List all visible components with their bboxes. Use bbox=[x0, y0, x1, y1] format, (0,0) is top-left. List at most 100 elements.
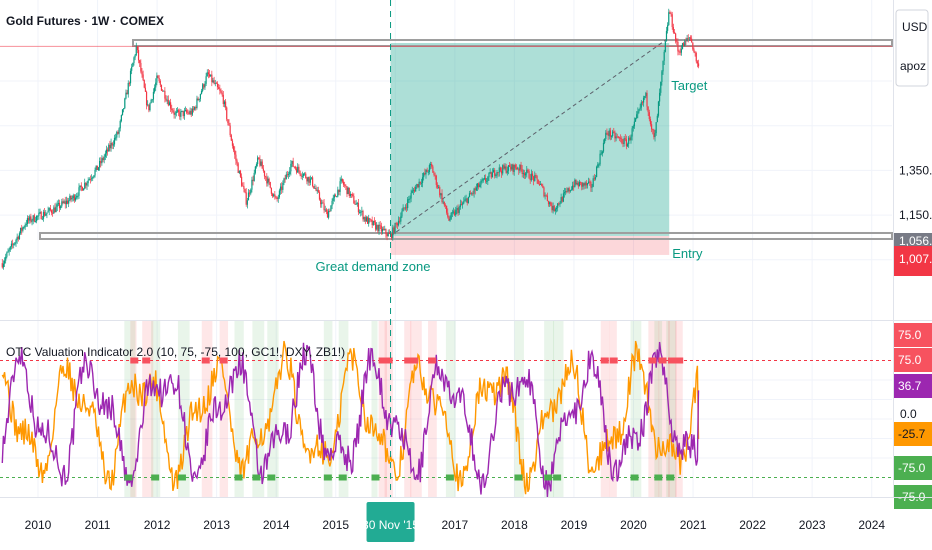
candle-body bbox=[450, 212, 452, 219]
candle-body bbox=[39, 212, 41, 213]
candle-body bbox=[607, 133, 609, 136]
candle-body bbox=[662, 60, 664, 72]
candle-body bbox=[295, 168, 298, 173]
candle-body bbox=[475, 187, 477, 191]
candle-body bbox=[403, 207, 405, 209]
candle-body bbox=[255, 164, 258, 167]
entry-label: Entry bbox=[672, 246, 703, 261]
indicator-pane[interactable]: OTC Valuation Indicator 2.0 (10, 75, -75… bbox=[0, 321, 892, 498]
candle-body bbox=[424, 173, 426, 175]
candle-body bbox=[286, 174, 289, 176]
candle-body bbox=[683, 43, 685, 47]
candle-body bbox=[531, 173, 534, 177]
candle-body bbox=[495, 175, 497, 177]
candle-body bbox=[13, 244, 15, 246]
target-zone bbox=[390, 43, 670, 236]
candle-body bbox=[90, 178, 93, 180]
candle-body bbox=[166, 99, 168, 101]
scale-settings-box[interactable] bbox=[895, 9, 929, 87]
candle-body bbox=[310, 177, 313, 179]
candle-body bbox=[533, 176, 535, 181]
price-pane[interactable]: Gold Futures · 1W · COMEX Great demand z… bbox=[0, 8, 893, 274]
candle-body bbox=[170, 102, 172, 109]
candle-body bbox=[149, 103, 151, 111]
candle-body bbox=[11, 243, 14, 245]
candle-body bbox=[218, 87, 220, 90]
candle-body bbox=[36, 215, 38, 222]
candle-body bbox=[538, 183, 540, 185]
candle-body bbox=[9, 246, 11, 250]
candle-body bbox=[446, 205, 448, 213]
candle-body bbox=[417, 184, 419, 188]
candle-body bbox=[214, 82, 216, 84]
candle-body bbox=[175, 111, 177, 113]
candle-body bbox=[274, 194, 276, 197]
candle-body bbox=[37, 215, 39, 217]
candle-body bbox=[394, 223, 396, 234]
oversold-marker bbox=[151, 474, 160, 481]
candle-body bbox=[510, 166, 512, 170]
candle-body bbox=[92, 177, 94, 179]
candle-body bbox=[325, 209, 327, 212]
candle-body bbox=[299, 170, 301, 175]
candle-body bbox=[29, 216, 31, 221]
candle-body bbox=[69, 195, 71, 201]
candle-body bbox=[568, 188, 570, 192]
candle-body bbox=[434, 174, 436, 176]
candle-body bbox=[636, 114, 638, 119]
candle-body bbox=[277, 197, 279, 199]
candle-body bbox=[489, 172, 491, 174]
candle-body bbox=[151, 99, 153, 101]
candle-body bbox=[435, 175, 437, 185]
candle-body bbox=[604, 138, 606, 143]
candle-body bbox=[685, 40, 687, 42]
candle-body bbox=[660, 81, 662, 93]
candle-body bbox=[126, 92, 128, 95]
price-scale[interactable]: USD apoz 1,350.01,150.0950.0 1,056.51,00… bbox=[893, 0, 932, 509]
candle-body bbox=[145, 91, 148, 106]
currency-label[interactable]: USD bbox=[902, 20, 928, 34]
candle-body bbox=[622, 142, 624, 144]
candle-body bbox=[429, 163, 432, 166]
candle-body bbox=[125, 92, 127, 99]
candle-body bbox=[278, 190, 281, 198]
candle-body bbox=[344, 184, 346, 186]
candle-body bbox=[553, 205, 555, 211]
candle-body bbox=[687, 38, 689, 39]
candle-body bbox=[401, 211, 403, 217]
candle-body bbox=[642, 97, 645, 103]
oversold-highlight bbox=[252, 321, 265, 497]
candle-body bbox=[694, 52, 696, 54]
candle-body bbox=[454, 211, 456, 216]
candle-body bbox=[38, 212, 40, 216]
candle-body bbox=[275, 196, 277, 199]
candle-body bbox=[552, 205, 554, 211]
scale-mode-label[interactable]: apoz bbox=[900, 59, 926, 73]
candle-body bbox=[426, 169, 428, 173]
candle-body bbox=[315, 188, 317, 191]
candle-body bbox=[645, 92, 647, 97]
candle-body bbox=[3, 260, 6, 264]
candle-body bbox=[252, 179, 254, 181]
candle-body bbox=[523, 173, 526, 176]
candle-body bbox=[481, 180, 483, 182]
candle-body bbox=[263, 170, 266, 177]
candle-body bbox=[236, 160, 238, 164]
candle-body bbox=[536, 176, 538, 180]
candle-body bbox=[313, 185, 315, 189]
time-axis[interactable]: 2010 2011 2012 2013 2014 2015 2017 2018 2019 2020… bbox=[0, 497, 932, 543]
candle-body bbox=[679, 51, 681, 53]
candle-body bbox=[646, 92, 648, 107]
candle-body bbox=[589, 181, 591, 183]
candle-body bbox=[25, 223, 27, 225]
candle-body bbox=[71, 198, 73, 200]
candle-body bbox=[632, 126, 634, 129]
candle-body bbox=[462, 203, 464, 205]
candle-body bbox=[68, 200, 70, 204]
candle-body bbox=[508, 165, 511, 167]
overbought-highlight bbox=[648, 321, 660, 497]
demand-zone-label: Great demand zone bbox=[316, 259, 431, 274]
candle-body bbox=[85, 182, 87, 186]
overbought-marker bbox=[219, 357, 228, 364]
